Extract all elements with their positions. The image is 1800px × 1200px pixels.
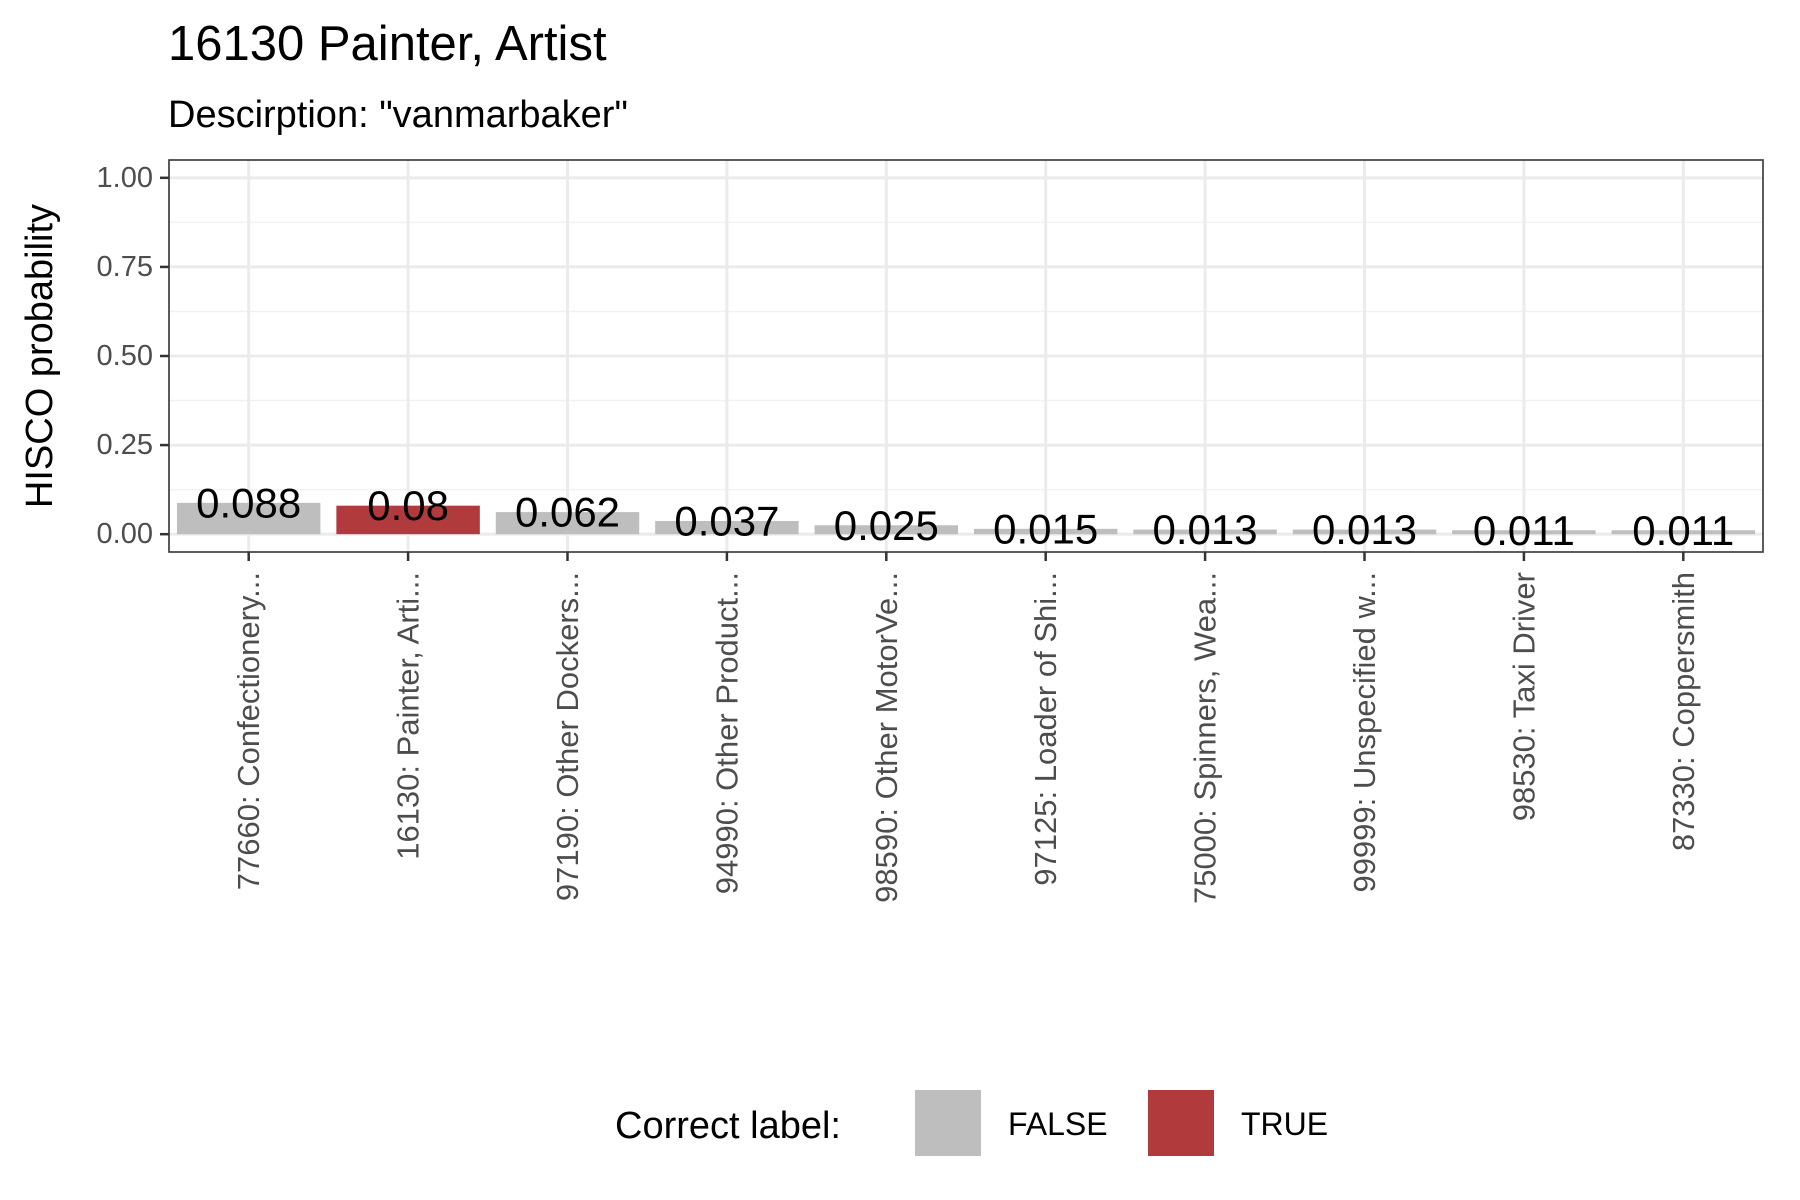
y-tick-label: 0.25 <box>97 429 153 461</box>
bar <box>973 528 1118 535</box>
data-label: 0.037 <box>674 497 779 544</box>
y-axis-title: HISCO probability <box>19 204 61 508</box>
legend-item-label: FALSE <box>1008 1106 1108 1142</box>
chart-title: 16130 Painter, Artist <box>168 17 607 71</box>
bar <box>495 512 640 535</box>
legend-item-label: TRUE <box>1241 1106 1328 1142</box>
data-labels: 0.088 0.08 0.062 0.037 0.025 0.015 0.013 0.013 0… <box>196 479 1734 553</box>
legend: Correct label: FALSE TRUE <box>615 1090 1328 1156</box>
bar <box>1452 530 1596 535</box>
bar <box>1292 529 1437 535</box>
bar <box>1133 529 1277 535</box>
plot-panel: 0.088 0.08 0.062 0.037 0.025 0.015 0.013 0.013 0… <box>168 159 1764 554</box>
legend-key-swatch <box>915 1090 981 1156</box>
bar <box>655 520 799 535</box>
bar <box>176 502 321 535</box>
y-tick-label: 0.50 <box>97 340 153 372</box>
data-label: 0.011 <box>1473 507 1575 554</box>
data-label: 0.013 <box>1153 506 1258 553</box>
y-tick-label: 1.00 <box>97 162 153 194</box>
x-tick-label: 98590: Other MotorVe... <box>869 572 904 903</box>
x-tick-label: 97190: Other Dockers... <box>550 572 585 901</box>
x-tick-label: 99999: Unspecified w... <box>1347 572 1382 893</box>
grid-minor <box>169 221 1763 491</box>
data-label: 0.08 <box>367 482 449 529</box>
data-label: 0.013 <box>1312 506 1417 553</box>
legend-title: Correct label: <box>615 1105 841 1147</box>
grid-major <box>169 160 1763 552</box>
data-label: 0.011 <box>1632 507 1734 554</box>
legend-key-swatch <box>1148 1090 1214 1156</box>
data-label: 0.015 <box>993 505 1098 552</box>
bar <box>336 505 480 535</box>
data-label: 0.062 <box>515 489 620 536</box>
x-tick-label: 94990: Other Product... <box>709 572 744 894</box>
bar <box>814 525 959 535</box>
y-tick-label: 0.00 <box>97 518 153 550</box>
data-label: 0.088 <box>196 479 301 526</box>
y-axis: 0.00 0.25 0.50 0.75 1.00 <box>97 162 169 550</box>
x-tick-label: 87330: Coppersmith <box>1666 572 1701 851</box>
x-tick-label: 77660: Confectionery... <box>231 572 266 890</box>
bars <box>176 502 1756 535</box>
data-label: 0.025 <box>834 502 939 549</box>
x-tick-label: 97125: Loader of Shi... <box>1028 572 1063 886</box>
chart-subtitle: Descirption: "vanmarbaker" <box>168 94 628 136</box>
legend-items: FALSE TRUE <box>915 1090 1328 1156</box>
x-tick-label: 16130: Painter, Arti... <box>391 572 426 860</box>
y-tick-label: 0.75 <box>97 251 153 283</box>
x-axis: 77660: Confectionery... 16130: Painter, A… <box>231 552 1701 904</box>
x-tick-label: 98530: Taxi Driver <box>1506 572 1541 821</box>
bar <box>1611 530 1756 535</box>
x-tick-label: 75000: Spinners, Wea... <box>1188 572 1223 904</box>
